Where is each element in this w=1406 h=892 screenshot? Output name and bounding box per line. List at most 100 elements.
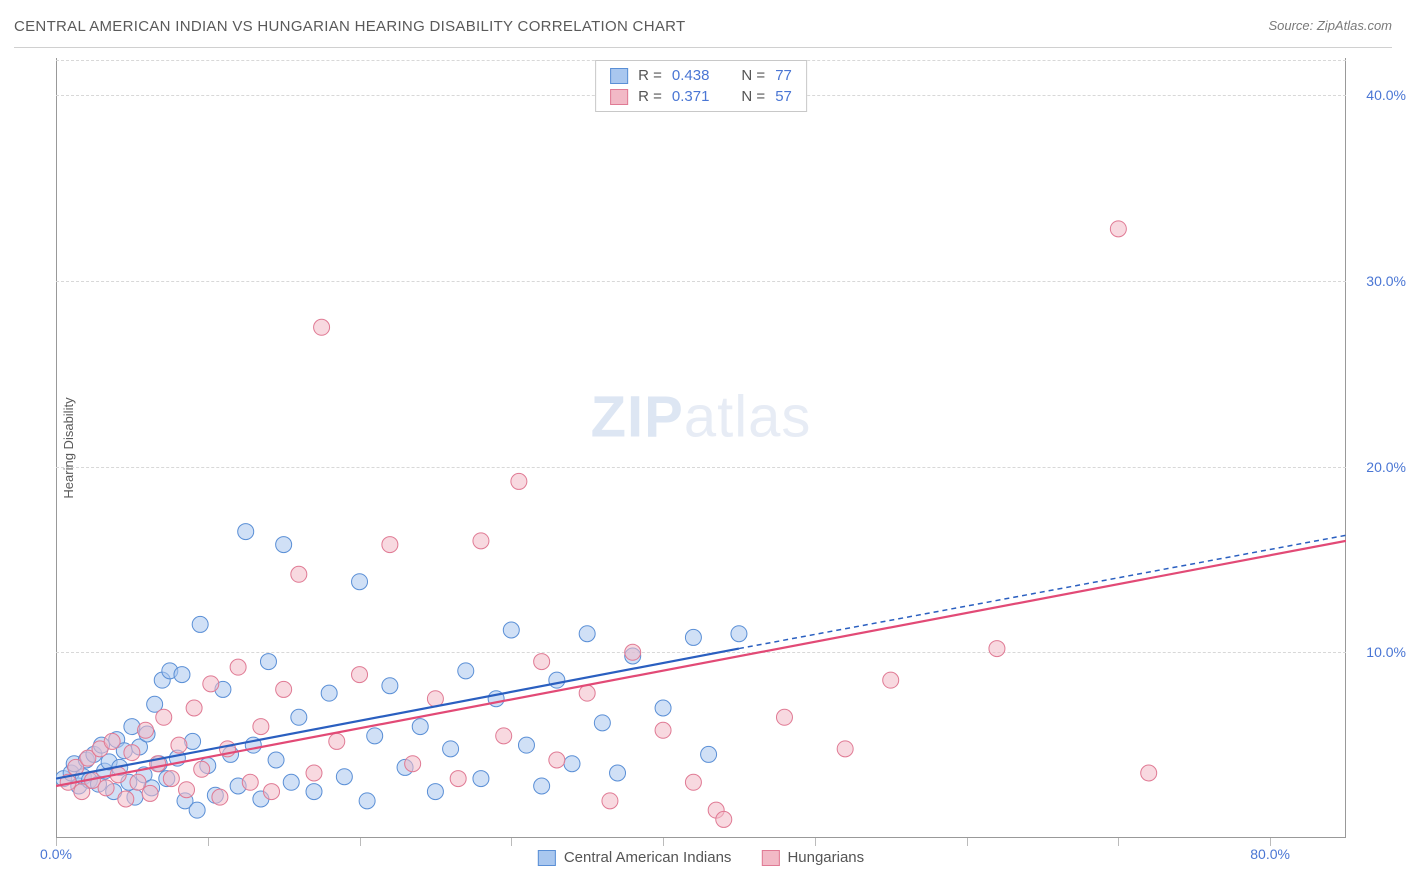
data-point-hun (1110, 221, 1126, 237)
data-point-cai (189, 802, 205, 818)
data-point-cai (458, 663, 474, 679)
data-point-cai (427, 784, 443, 800)
legend: Central American Indians Hungarians (538, 849, 864, 866)
chart-plot-area: Hearing Disability 10.0%20.0%30.0%40.0% … (56, 58, 1346, 838)
data-point-cai (579, 626, 595, 642)
x-tick (56, 838, 57, 846)
data-point-hun (194, 761, 210, 777)
data-point-hun (883, 672, 899, 688)
stats-r-cai: 0.438 (672, 67, 710, 84)
y-tick-label: 10.0% (1366, 644, 1406, 660)
x-tick (1270, 838, 1271, 846)
data-point-hun (382, 537, 398, 553)
data-point-cai (306, 784, 322, 800)
data-point-cai (503, 622, 519, 638)
data-point-hun (716, 811, 732, 827)
data-point-hun (163, 771, 179, 787)
stats-n-cai: 77 (775, 67, 792, 84)
x-tick-label: 0.0% (40, 846, 72, 862)
data-point-hun (837, 741, 853, 757)
data-point-cai (238, 524, 254, 540)
data-point-hun (118, 791, 134, 807)
data-point-cai (291, 709, 307, 725)
chart-source: Source: ZipAtlas.com (1268, 18, 1392, 33)
stats-n-hun: 57 (775, 88, 792, 105)
data-point-hun (104, 733, 120, 749)
regression-line-hun (56, 541, 1346, 786)
data-point-cai (564, 756, 580, 772)
data-point-hun (186, 700, 202, 716)
data-point-hun (776, 709, 792, 725)
scatter-svg (56, 58, 1346, 838)
data-point-hun (138, 722, 154, 738)
x-tick (1118, 838, 1119, 846)
legend-swatch-hun (761, 850, 779, 866)
data-point-cai (336, 769, 352, 785)
data-point-hun (989, 641, 1005, 657)
x-tick (815, 838, 816, 846)
data-point-hun (306, 765, 322, 781)
data-point-hun (212, 789, 228, 805)
data-point-cai (192, 616, 208, 632)
data-point-cai (701, 746, 717, 762)
data-point-hun (130, 774, 146, 790)
stats-label-r2: R = (638, 88, 662, 105)
data-point-cai (443, 741, 459, 757)
data-point-hun (496, 728, 512, 744)
data-point-hun (579, 685, 595, 701)
regression-extend-cai (739, 535, 1346, 648)
data-point-cai (731, 626, 747, 642)
data-point-cai (685, 629, 701, 645)
legend-item-hun: Hungarians (761, 849, 864, 866)
data-point-cai (352, 574, 368, 590)
data-point-hun (405, 756, 421, 772)
x-tick (511, 838, 512, 846)
data-point-hun (511, 473, 527, 489)
swatch-cai (610, 68, 628, 84)
data-point-hun (264, 784, 280, 800)
data-point-hun (171, 737, 187, 753)
data-point-hun (450, 771, 466, 787)
data-point-cai (367, 728, 383, 744)
stats-r-hun: 0.371 (672, 88, 710, 105)
data-point-hun (655, 722, 671, 738)
data-point-hun (253, 719, 269, 735)
data-point-cai (610, 765, 626, 781)
data-point-hun (534, 654, 550, 670)
stats-row-hun: R = 0.371 N = 57 (596, 86, 806, 107)
chart-header: CENTRAL AMERICAN INDIAN VS HUNGARIAN HEA… (14, 18, 1392, 48)
data-point-cai (594, 715, 610, 731)
data-point-hun (242, 774, 258, 790)
swatch-hun (610, 89, 628, 105)
legend-item-cai: Central American Indians (538, 849, 732, 866)
data-point-hun (179, 782, 195, 798)
x-tick (208, 838, 209, 846)
data-point-hun (314, 319, 330, 335)
data-point-hun (142, 785, 158, 801)
data-point-hun (549, 752, 565, 768)
legend-label-cai: Central American Indians (564, 849, 732, 866)
data-point-hun (329, 733, 345, 749)
data-point-cai (321, 685, 337, 701)
data-point-cai (260, 654, 276, 670)
data-point-cai (412, 719, 428, 735)
data-point-hun (352, 667, 368, 683)
data-point-hun (230, 659, 246, 675)
data-point-hun (98, 780, 114, 796)
data-point-cai (283, 774, 299, 790)
data-point-cai (473, 771, 489, 787)
data-point-hun (291, 566, 307, 582)
data-point-hun (124, 745, 140, 761)
data-point-cai (276, 537, 292, 553)
data-point-cai (359, 793, 375, 809)
data-point-cai (534, 778, 550, 794)
y-tick-label: 20.0% (1366, 459, 1406, 475)
data-point-cai (174, 667, 190, 683)
data-point-hun (156, 709, 172, 725)
data-point-cai (518, 737, 534, 753)
data-point-hun (602, 793, 618, 809)
stats-label-n: N = (741, 67, 765, 84)
data-point-hun (276, 681, 292, 697)
data-point-hun (473, 533, 489, 549)
stats-box: R = 0.438 N = 77 R = 0.371 N = 57 (595, 60, 807, 112)
